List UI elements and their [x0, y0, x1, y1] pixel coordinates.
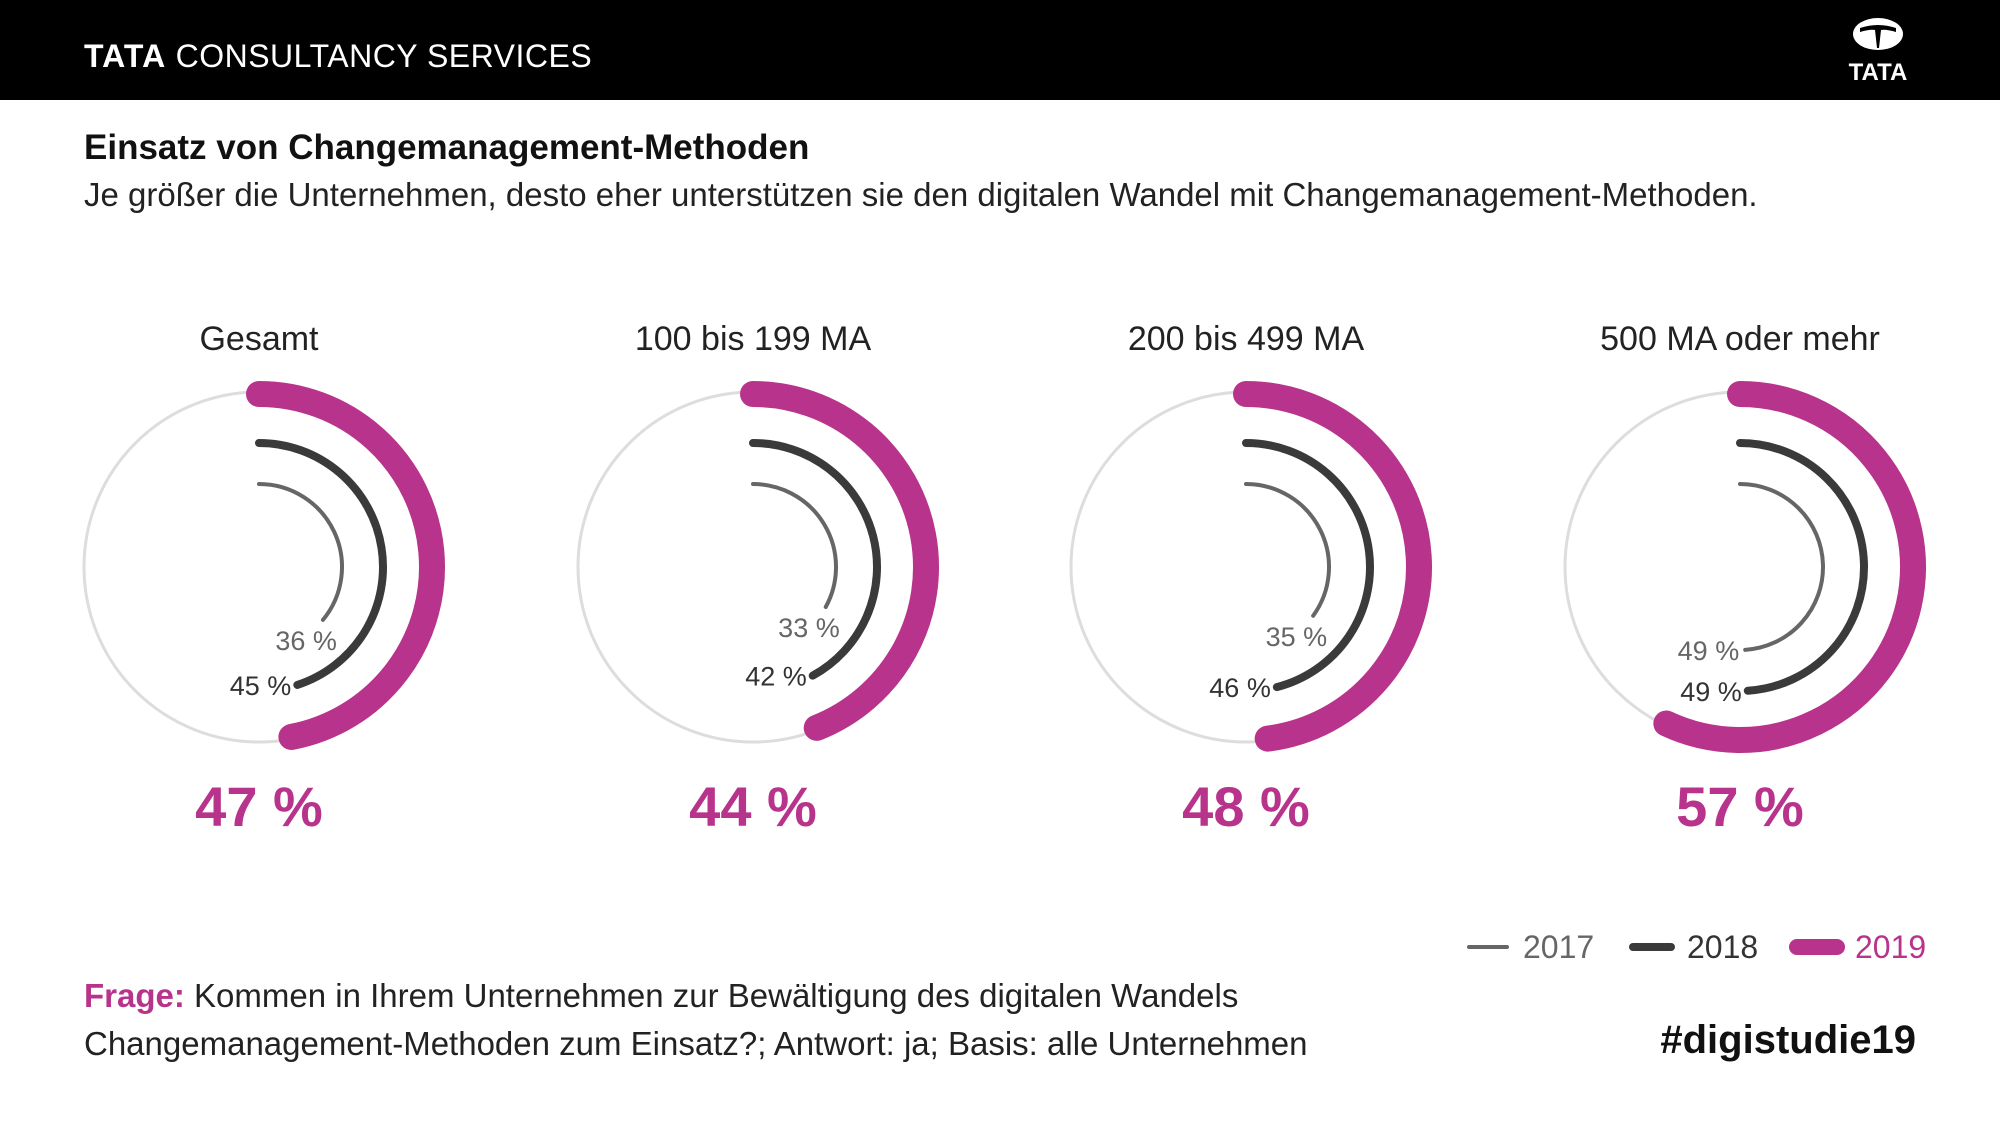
arc-2019: [1233, 381, 1432, 752]
legend-label-2018: 2018: [1687, 929, 1758, 965]
footer-question: Frage: Kommen in Ihrem Unternehmen zur B…: [84, 972, 1308, 1068]
page-subtitle: Je größer die Unternehmen, desto eher un…: [84, 176, 1758, 213]
category-label: 200 bis 499 MA: [1128, 320, 1365, 358]
arc-2018: [749, 439, 881, 680]
arc-2019: [1653, 381, 1926, 753]
value-label-2019: 48 %: [1182, 775, 1310, 838]
category-label: Gesamt: [199, 320, 319, 358]
question-line-1: Kommen in Ihrem Unternehmen zur Bewältig…: [194, 977, 1239, 1014]
page-title: Einsatz von Changemanagement-Methoden: [84, 128, 810, 167]
legend-label-2017: 2017: [1523, 929, 1594, 965]
value-label-2017: 35 %: [1266, 622, 1328, 652]
arc-2018: [1242, 439, 1374, 692]
arc-2017: [1244, 482, 1331, 618]
header-bar: TATA CONSULTANCY SERVICES TATA: [0, 0, 2000, 100]
logo-text: TATA: [1849, 59, 1908, 86]
question-label: Frage:: [84, 977, 185, 1014]
arc-2017: [751, 482, 838, 609]
value-label-2018: 45 %: [230, 671, 292, 701]
value-label-2018: 49 %: [1680, 677, 1742, 707]
arc-2017: [1738, 482, 1825, 652]
value-label-2019: 47 %: [195, 775, 323, 838]
brand-rest: CONSULTANCY SERVICES: [175, 38, 593, 74]
value-label-2017: 33 %: [778, 613, 840, 643]
brand-bold: TATA: [84, 38, 167, 74]
arc-2018: [255, 439, 387, 689]
category-label: 500 MA oder mehr: [1600, 320, 1880, 358]
question-line-2: Changemanagement-Methoden zum Einsatz?; …: [84, 1025, 1308, 1062]
hashtag: #digistudie19: [1660, 1018, 1916, 1062]
arc-2019: [740, 381, 939, 741]
legend-label-2019: 2019: [1855, 929, 1926, 965]
value-label-2017: 49 %: [1678, 636, 1740, 666]
value-label-2017: 36 %: [275, 626, 337, 656]
value-label-2019: 44 %: [689, 775, 817, 838]
brand-name: TATA CONSULTANCY SERVICES: [84, 38, 592, 75]
value-label-2018: 46 %: [1209, 673, 1271, 703]
arc-2018: [1736, 439, 1868, 695]
value-label-2019: 57 %: [1676, 775, 1804, 838]
category-label: 100 bis 199 MA: [635, 320, 872, 358]
arc-2017: [257, 482, 344, 622]
value-label-2018: 42 %: [745, 662, 807, 692]
arc-2019: [246, 381, 445, 750]
tata-logo-icon: TATA: [1849, 18, 1908, 86]
